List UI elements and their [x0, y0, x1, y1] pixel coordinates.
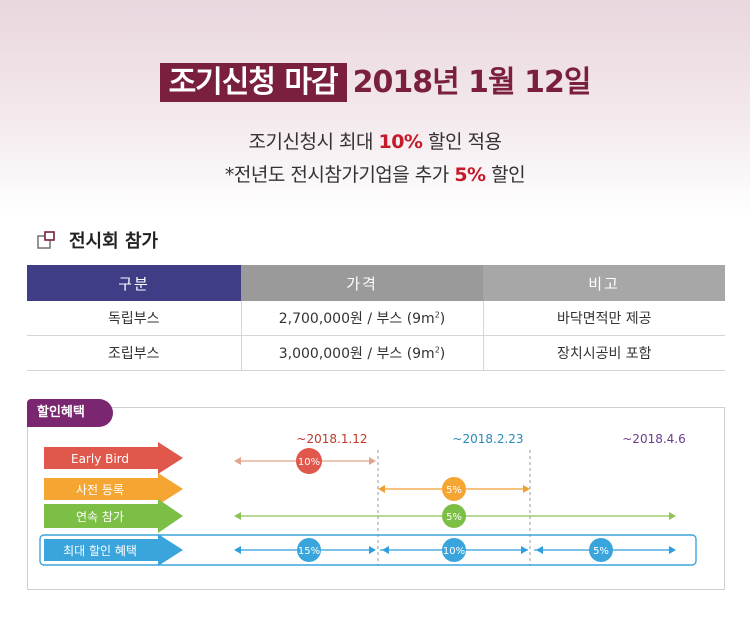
row-consecutive: 연속 참가 5%: [44, 499, 676, 533]
table-header-row: 구분 가격 비고: [27, 265, 725, 301]
notice-text: *전년도 전시참가기업을 추가: [224, 164, 455, 186]
cell-type: 독립부스: [27, 301, 241, 336]
date-label: ~2018.4.6: [622, 432, 686, 446]
price-text: 2,700,000원 / 부스 (9m: [278, 311, 435, 327]
arrow-head: [369, 457, 376, 465]
badge-text: 10%: [443, 546, 465, 557]
notice-text: 할인: [485, 164, 526, 186]
arrow-head: [234, 457, 241, 465]
deadline-date: 2018년 1월 12일: [352, 65, 592, 100]
arrow-head: [378, 485, 385, 493]
cell-type: 조립부스: [27, 335, 241, 371]
extra-discount-notice: *전년도 전시참가기업을 추가 5% 할인: [0, 160, 750, 187]
deadline-heading: 조기신청 마감 2018년 1월 12일: [0, 57, 750, 102]
notice-text: 할인 적용: [422, 131, 502, 153]
max-benefit-frame: [39, 534, 697, 566]
notice-highlight: 5%: [454, 164, 486, 186]
table-row: 독립부스 2,700,000원 / 부스 (9m2) 바닥면적만 제공: [27, 301, 725, 336]
badge-text: 10%: [298, 457, 320, 468]
hero-banner: 조기신청 마감 2018년 1월 12일 조기신청시 최대 10% 할인 적용 *…: [0, 0, 750, 215]
discount-notice: 조기신청시 최대 10% 할인 적용: [0, 127, 750, 154]
row-early-bird: Early Bird 10%: [44, 442, 376, 474]
row-pre-registration: 사전 등록 5%: [44, 473, 530, 505]
deadline-label: 조기신청 마감: [159, 63, 347, 102]
section-title-text: 전시회 참가: [69, 231, 159, 252]
arrow-head: [523, 485, 530, 493]
arrow-head: [234, 512, 241, 520]
arrow-head: [234, 546, 241, 554]
row-label: Early Bird: [71, 452, 129, 466]
arrow-head: [536, 546, 543, 554]
row-label: 사전 등록: [76, 483, 124, 497]
benefit-tag: 할인혜택: [27, 399, 113, 427]
badge: [296, 448, 322, 474]
arrow-head: [669, 512, 676, 520]
cell-note: 장치시공비 포함: [482, 335, 725, 371]
row-label: 연속 참가: [76, 510, 124, 524]
arrow-head: [521, 546, 528, 554]
arrow-head: [669, 546, 676, 554]
badge: [589, 538, 613, 562]
badge: [442, 504, 466, 528]
date-label: ~2018.1.12: [296, 432, 367, 446]
badge-text: 15%: [298, 546, 320, 557]
price-end: ): [439, 346, 446, 362]
price-table: 구분 가격 비고 독립부스 2,700,000원 / 부스 (9m2) 바닥면적…: [27, 265, 725, 371]
price-end: ): [439, 311, 446, 327]
unit-sup: 2: [434, 310, 440, 320]
section-title: 전시회 참가: [37, 227, 158, 253]
cell-note: 바닥면적만 제공: [482, 301, 725, 336]
badge: [442, 538, 466, 562]
badge-text: 5%: [593, 546, 609, 557]
arrow-head: [369, 546, 376, 554]
benefit-timeline: ~2018.1.12 ~2018.2.23 ~2018.4.6 Early Bi…: [39, 432, 697, 566]
consecutive-arrow: [44, 499, 183, 533]
row-max-benefit: 최대 할인 혜택 15% 10% 5%: [44, 534, 676, 566]
windows-icon: [37, 231, 55, 249]
max-benefit-arrow: [44, 534, 183, 566]
badge-text: 5%: [446, 512, 462, 523]
date-label: ~2018.2.23: [452, 432, 523, 446]
badge: [442, 477, 466, 501]
notice-highlight: 10%: [378, 131, 423, 153]
header-price: 가격: [241, 265, 483, 301]
benefit-box: ~2018.1.12 ~2018.2.23 ~2018.4.6 Early Bi…: [27, 407, 725, 590]
early-bird-arrow: [44, 442, 183, 474]
header-note: 비고: [483, 265, 725, 301]
badge-text: 5%: [446, 485, 462, 496]
header-type: 구분: [27, 265, 241, 301]
price-text: 3,000,000원 / 부스 (9m: [278, 346, 435, 362]
pre-registration-arrow: [44, 473, 183, 505]
cell-price: 3,000,000원 / 부스 (9m2): [240, 335, 483, 371]
cell-price: 2,700,000원 / 부스 (9m2): [240, 301, 483, 336]
table-row: 조립부스 3,000,000원 / 부스 (9m2) 장치시공비 포함: [27, 335, 725, 371]
unit-sup: 2: [434, 345, 440, 355]
arrow-head: [382, 546, 389, 554]
notice-text: 조기신청시 최대: [248, 131, 379, 153]
row-label: 최대 할인 혜택: [63, 544, 137, 558]
badge: [297, 538, 321, 562]
